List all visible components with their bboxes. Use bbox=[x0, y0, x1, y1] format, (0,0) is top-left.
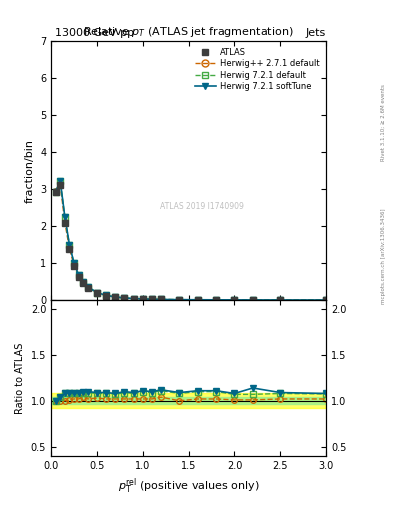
Text: Jets: Jets bbox=[306, 28, 326, 38]
Text: Rivet 3.1.10; ≥ 2.6M events: Rivet 3.1.10; ≥ 2.6M events bbox=[381, 84, 386, 161]
Text: mcplots.cern.ch [arXiv:1306.3436]: mcplots.cern.ch [arXiv:1306.3436] bbox=[381, 208, 386, 304]
X-axis label: $p_{\mathrm{T}}^{\mathrm{rel}}$ (positive values only): $p_{\mathrm{T}}^{\mathrm{rel}}$ (positiv… bbox=[118, 476, 259, 496]
Legend: ATLAS, Herwig++ 2.7.1 default, Herwig 7.2.1 default, Herwig 7.2.1 softTune: ATLAS, Herwig++ 2.7.1 default, Herwig 7.… bbox=[193, 45, 322, 94]
Bar bbox=[51, 397, 326, 404]
Y-axis label: fraction/bin: fraction/bin bbox=[24, 139, 35, 203]
Text: ATLAS 2019 I1740909: ATLAS 2019 I1740909 bbox=[160, 202, 244, 211]
Bar bbox=[51, 394, 326, 408]
Text: 13000 GeV pp: 13000 GeV pp bbox=[55, 28, 134, 38]
Title: Relative $p_T$ (ATLAS jet fragmentation): Relative $p_T$ (ATLAS jet fragmentation) bbox=[83, 26, 294, 39]
Y-axis label: Ratio to ATLAS: Ratio to ATLAS bbox=[15, 342, 25, 414]
